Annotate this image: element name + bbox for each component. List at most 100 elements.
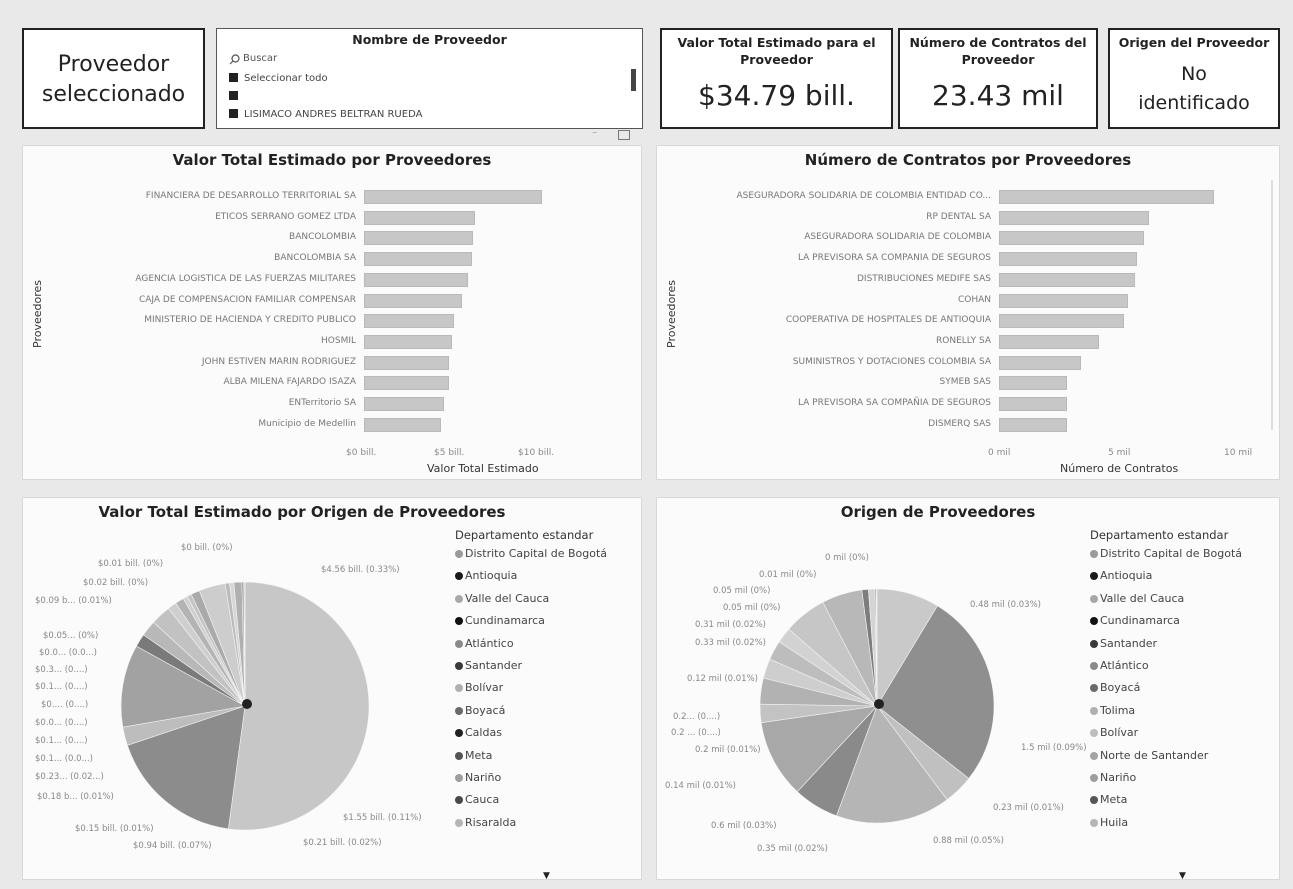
- bar[interactable]: [999, 293, 1129, 308]
- y-axis-title: Proveedores: [665, 280, 678, 348]
- slicer-option-select-all[interactable]: Seleccionar todo: [229, 73, 328, 84]
- x-tick: $10 bill.: [518, 448, 555, 458]
- pie-chart-contratos[interactable]: Origen de Proveedores Departamento estan…: [656, 497, 1280, 881]
- legend-dot-icon: [1090, 550, 1098, 558]
- chart-title: Valor Total Estimado por Proveedores: [172, 151, 492, 169]
- pie-data-label: $0 bill. (0%): [181, 543, 233, 553]
- slicer-option-provider[interactable]: LISIMACO ANDRES BELTRAN RUEDA: [229, 109, 422, 120]
- pie-data-label: $0.01 bill. (0%): [98, 559, 164, 569]
- pie-center-slices[interactable]: [242, 699, 252, 709]
- pie-slice[interactable]: [120, 645, 246, 728]
- legend-label: Norte de Santander: [1100, 748, 1209, 762]
- bar-category-label: CAJA DE COMPENSACION FAMILIAR COMPENSAR: [138, 294, 356, 305]
- focus-mode-icon[interactable]: [618, 130, 630, 140]
- bar[interactable]: [999, 231, 1145, 246]
- legend-dot-icon: [455, 729, 463, 738]
- legend-dot-icon: [455, 706, 463, 715]
- legend-item[interactable]: Valle del Cauca: [455, 592, 549, 605]
- pie-center-slices[interactable]: [874, 699, 884, 709]
- legend-item[interactable]: Atlántico: [1090, 659, 1149, 672]
- pie-slice[interactable]: [876, 605, 995, 779]
- legend-item[interactable]: Cundinamarca: [455, 614, 545, 627]
- pie-slice[interactable]: [127, 705, 246, 830]
- legend-item[interactable]: Norte de Santander: [1090, 749, 1208, 762]
- legend-item[interactable]: Risaralda: [455, 816, 516, 829]
- filter-icon[interactable]: ⁻: [592, 130, 598, 141]
- bar[interactable]: [364, 231, 474, 246]
- search-input[interactable]: Buscar: [243, 53, 278, 64]
- pie-slice[interactable]: [836, 705, 948, 824]
- bar-chart-valor[interactable]: Valor Total Estimado por Proveedores Pro…: [22, 145, 642, 480]
- legend-item[interactable]: Tolima: [1090, 704, 1135, 717]
- bar-chart-contratos[interactable]: Número de Contratos por Proveedores Prov…: [656, 145, 1280, 480]
- legend-item[interactable]: Cauca: [455, 793, 499, 806]
- legend-dot-icon: [455, 774, 463, 782]
- legend-dot-icon: [1090, 617, 1098, 626]
- legend-scroll-down-icon[interactable]: ▼: [1179, 871, 1186, 881]
- bar[interactable]: [364, 334, 453, 349]
- legend-label: Santander: [465, 659, 522, 672]
- visual-header-icons[interactable]: ⁻: [590, 130, 640, 144]
- legend-item[interactable]: Bolívar: [1090, 726, 1138, 739]
- kpi-valor-title: Valor Total Estimado para el Proveedor: [677, 35, 876, 67]
- legend-label: Nariño: [465, 771, 502, 784]
- legend-item[interactable]: Antioquia: [455, 569, 517, 582]
- bar[interactable]: [999, 314, 1124, 329]
- bar[interactable]: [999, 190, 1215, 204]
- bar[interactable]: [364, 314, 454, 329]
- legend-item[interactable]: Meta: [1090, 793, 1127, 806]
- legend-item[interactable]: Santander: [455, 659, 522, 672]
- pie-slice[interactable]: [228, 581, 370, 831]
- pie-slice[interactable]: [760, 705, 878, 793]
- bar[interactable]: [364, 252, 472, 267]
- checkbox-checked-icon: [229, 109, 238, 118]
- legend-dot-icon: [455, 617, 463, 626]
- legend-item[interactable]: Antioquia: [1090, 569, 1152, 582]
- bar[interactable]: [999, 334, 1099, 349]
- legend-label: Atlántico: [465, 636, 514, 650]
- provider-slicer[interactable]: Nombre de Proveedor Buscar Seleccionar t…: [216, 28, 643, 129]
- bar-category-label: DISMERQ SAS: [928, 418, 991, 429]
- bar[interactable]: [364, 210, 475, 225]
- legend-item[interactable]: Atlántico: [455, 637, 514, 650]
- bar[interactable]: [999, 272, 1135, 287]
- legend-label: Risaralda: [465, 815, 517, 829]
- bar[interactable]: [999, 210, 1149, 225]
- pie-chart-valor[interactable]: Valor Total Estimado por Origen de Prove…: [22, 497, 642, 881]
- bar[interactable]: [364, 397, 444, 411]
- bar-category-label: ALBA MILENA FAJARDO ISAZA: [223, 377, 356, 388]
- slicer-scrollbar[interactable]: [631, 69, 636, 91]
- pie-data-label: $0.23... (0.02...): [35, 772, 104, 782]
- legend-item[interactable]: Distrito Capital de Bogotá: [455, 547, 607, 560]
- legend-item[interactable]: Nariño: [455, 771, 501, 784]
- legend-item[interactable]: Bolívar: [455, 681, 503, 694]
- bar[interactable]: [364, 355, 449, 370]
- legend-item[interactable]: Nariño: [1090, 771, 1136, 784]
- legend-label: Valle del Cauca: [1100, 591, 1185, 605]
- slicer-option-blank[interactable]: [229, 91, 244, 102]
- bar[interactable]: [364, 272, 469, 287]
- legend-scroll-down-icon[interactable]: ▼: [543, 871, 550, 881]
- bar[interactable]: [999, 355, 1081, 370]
- legend-item[interactable]: Boyacá: [455, 704, 505, 717]
- bar[interactable]: [999, 252, 1138, 267]
- legend-item[interactable]: Cundinamarca: [1090, 614, 1180, 627]
- pie-slice[interactable]: [876, 588, 878, 707]
- legend-item[interactable]: Valle del Cauca: [1090, 592, 1184, 605]
- legend-item[interactable]: Caldas: [455, 726, 502, 739]
- bar[interactable]: [364, 190, 542, 204]
- bar[interactable]: [364, 417, 441, 432]
- legend-item[interactable]: Boyacá: [1090, 681, 1140, 694]
- legend-item[interactable]: Distrito Capital de Bogotá: [1090, 547, 1242, 560]
- legend-item[interactable]: Huila: [1090, 816, 1128, 829]
- legend-item[interactable]: Santander: [1090, 637, 1157, 650]
- slicer-search[interactable]: Buscar: [229, 52, 509, 67]
- bar[interactable]: [999, 417, 1067, 432]
- bar[interactable]: [364, 293, 462, 308]
- scrollbar[interactable]: [1271, 180, 1273, 430]
- legend-item[interactable]: Meta: [455, 749, 492, 762]
- pie-data-label: 0.31 mil (0.02%): [695, 620, 766, 630]
- bar[interactable]: [364, 376, 449, 391]
- bar[interactable]: [999, 397, 1067, 411]
- bar[interactable]: [999, 376, 1067, 391]
